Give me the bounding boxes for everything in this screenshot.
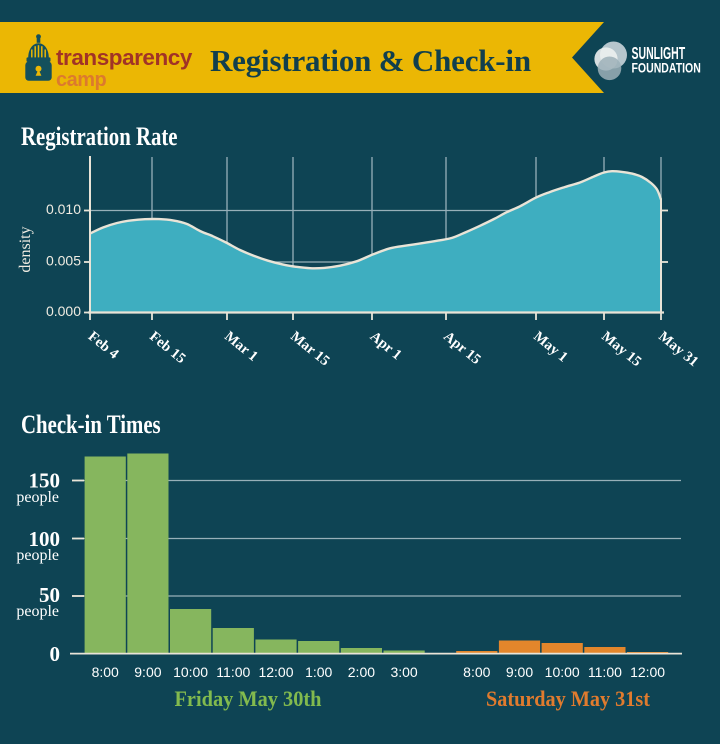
svg-text:0.010: 0.010 bbox=[46, 201, 81, 217]
svg-text:8:00: 8:00 bbox=[92, 664, 119, 680]
svg-text:people: people bbox=[16, 489, 59, 506]
svg-text:0.000: 0.000 bbox=[46, 303, 81, 319]
svg-text:10:00: 10:00 bbox=[173, 664, 208, 680]
svg-text:0.005: 0.005 bbox=[46, 253, 81, 269]
svg-text:100: 100 bbox=[29, 527, 61, 551]
svg-text:9:00: 9:00 bbox=[134, 664, 161, 680]
svg-text:10:00: 10:00 bbox=[545, 664, 580, 680]
svg-text:1:00: 1:00 bbox=[305, 664, 332, 680]
svg-text:11:00: 11:00 bbox=[216, 664, 250, 680]
svg-text:people: people bbox=[16, 603, 59, 620]
svg-text:8:00: 8:00 bbox=[463, 664, 490, 680]
svg-text:Friday May 30th: Friday May 30th bbox=[175, 686, 322, 711]
svg-text:150: 150 bbox=[29, 469, 61, 493]
svg-text:50: 50 bbox=[39, 583, 60, 607]
svg-text:0: 0 bbox=[50, 642, 61, 666]
svg-text:density: density bbox=[17, 226, 34, 272]
svg-text:Saturday May 31st: Saturday May 31st bbox=[486, 686, 650, 711]
svg-text:11:00: 11:00 bbox=[588, 664, 622, 680]
svg-text:FOUNDATION: FOUNDATION bbox=[632, 60, 701, 76]
svg-text:9:00: 9:00 bbox=[506, 664, 533, 680]
svg-text:12:00: 12:00 bbox=[258, 664, 293, 680]
svg-text:people: people bbox=[16, 547, 59, 564]
svg-text:3:00: 3:00 bbox=[390, 664, 417, 680]
svg-text:12:00: 12:00 bbox=[630, 664, 665, 680]
svg-text:2:00: 2:00 bbox=[348, 664, 375, 680]
svg-text:SUNLIGHT: SUNLIGHT bbox=[632, 45, 686, 64]
